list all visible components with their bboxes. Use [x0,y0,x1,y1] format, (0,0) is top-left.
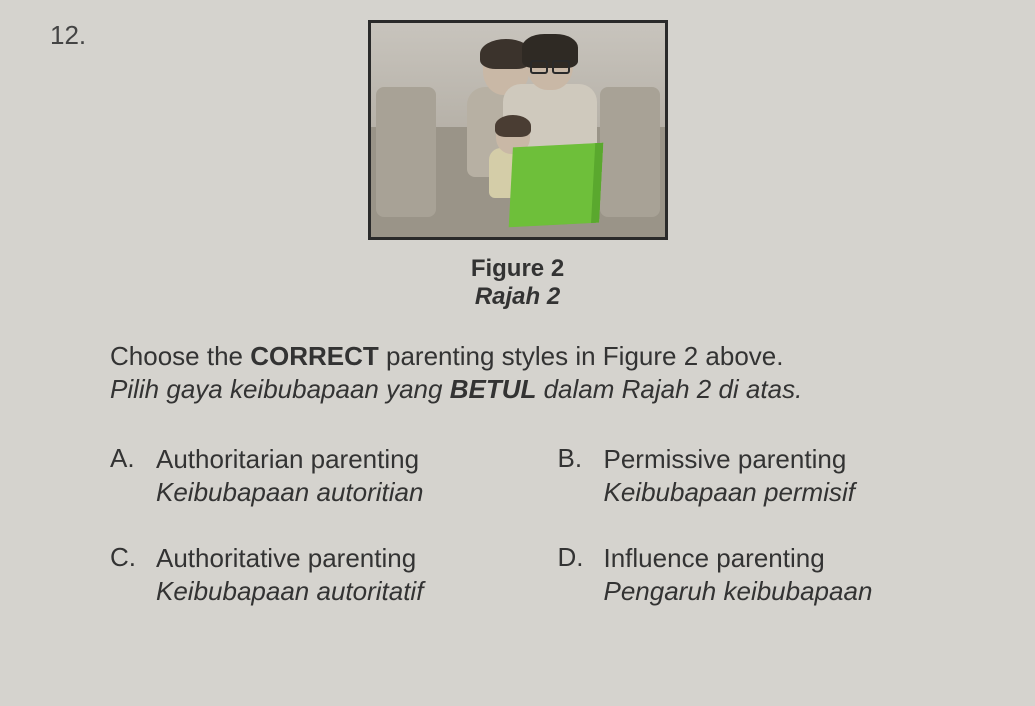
options-grid: A. Authoritarian parenting Keibubapaan a… [110,443,965,607]
instruction-english: Choose the CORRECT parenting styles in F… [110,341,965,372]
option-c-text: Authoritative parenting Keibubapaan auto… [156,542,423,607]
option-d-letter: D. [558,542,590,573]
instruction-en-post: parenting styles in Figure 2 above. [379,341,784,371]
instruction-en-pre: Choose the [110,341,250,371]
figure-caption-ms: Rajah 2 [40,283,995,311]
cushion-right [600,87,660,217]
option-c[interactable]: C. Authoritative parenting Keibubapaan a… [110,542,518,607]
option-a-text: Authoritarian parenting Keibubapaan auto… [156,443,423,508]
instruction-en-bold: CORRECT [250,341,379,371]
option-d-text: Influence parenting Pengaruh keibubapaan [604,542,873,607]
option-b-en: Permissive parenting [604,443,856,476]
option-c-en: Authoritative parenting [156,542,423,575]
instruction-malay: Pilih gaya keibubapaan yang BETUL dalam … [110,374,965,405]
option-d[interactable]: D. Influence parenting Pengaruh keibubap… [558,542,966,607]
option-b-letter: B. [558,443,590,474]
figure-container: Figure 2 Rajah 2 [40,20,995,311]
option-c-ms: Keibubapaan autoritatif [156,575,423,608]
option-d-ms: Pengaruh keibubapaan [604,575,873,608]
glasses-icon [530,60,570,70]
instruction-ms-bold: BETUL [450,374,537,404]
option-a-letter: A. [110,443,142,474]
figure-image [368,20,668,240]
figure-caption-en: Figure 2 [40,255,995,283]
option-d-en: Influence parenting [604,542,873,575]
option-a-ms: Keibubapaan autoritian [156,476,423,509]
question-number: 12. [50,20,86,51]
instruction-ms-post: dalam Rajah 2 di atas. [536,374,802,404]
instruction-ms-pre: Pilih gaya keibubapaan yang [110,374,450,404]
option-b-text: Permissive parenting Keibubapaan permisi… [604,443,856,508]
option-a[interactable]: A. Authoritarian parenting Keibubapaan a… [110,443,518,508]
book-shape [508,143,603,228]
question-body: Choose the CORRECT parenting styles in F… [110,341,965,607]
option-c-letter: C. [110,542,142,573]
cushion-left [376,87,436,217]
option-a-en: Authoritarian parenting [156,443,423,476]
option-b[interactable]: B. Permissive parenting Keibubapaan perm… [558,443,966,508]
option-b-ms: Keibubapaan permisif [604,476,856,509]
